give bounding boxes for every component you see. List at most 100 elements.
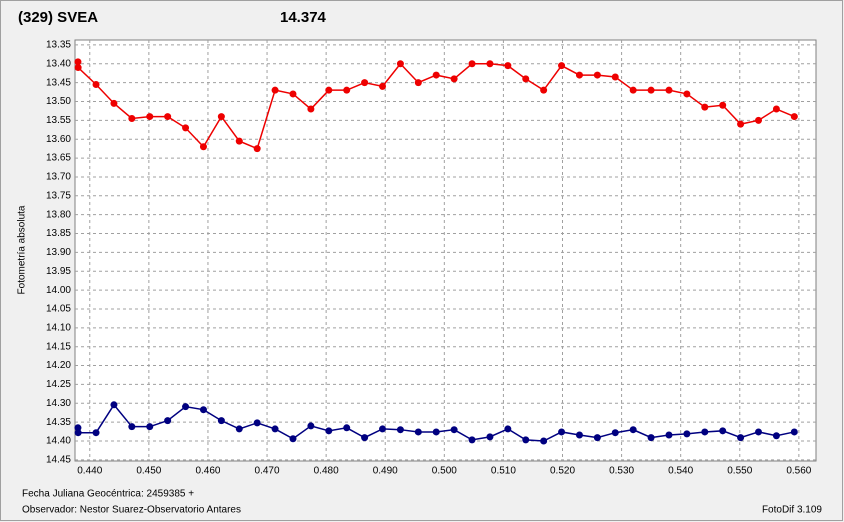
data-point bbox=[593, 434, 601, 442]
data-point bbox=[450, 75, 458, 83]
x-tick-label: 0.520 bbox=[550, 466, 575, 477]
software: FotoDif 3.109 bbox=[762, 505, 822, 516]
data-point bbox=[307, 422, 315, 430]
data-point bbox=[593, 71, 601, 79]
data-point bbox=[164, 417, 172, 425]
data-point bbox=[146, 423, 154, 431]
data-point bbox=[665, 86, 673, 94]
y-tick-label: 14.00 bbox=[46, 285, 71, 296]
y-tick-label: 13.90 bbox=[46, 247, 71, 258]
data-point bbox=[182, 403, 190, 411]
data-point bbox=[128, 423, 136, 431]
y-tick-label: 13.80 bbox=[46, 209, 71, 220]
data-point bbox=[379, 425, 387, 433]
x-tick-label: 0.450 bbox=[136, 466, 161, 477]
data-point bbox=[558, 428, 566, 436]
data-point bbox=[504, 62, 512, 70]
x-axis-label: Fecha Juliana Geocéntrica: 2459385 + bbox=[22, 489, 194, 500]
data-point bbox=[74, 64, 82, 72]
data-point bbox=[737, 434, 745, 442]
data-point bbox=[486, 433, 494, 441]
y-tick-label: 14.45 bbox=[46, 455, 71, 466]
x-tick-label: 0.540 bbox=[668, 466, 693, 477]
data-point bbox=[772, 105, 780, 113]
data-point bbox=[128, 114, 136, 122]
data-point bbox=[647, 86, 655, 94]
x-tick-label: 0.560 bbox=[786, 466, 811, 477]
data-point bbox=[271, 86, 279, 94]
y-tick-label: 13.60 bbox=[46, 134, 71, 145]
data-point bbox=[755, 428, 763, 436]
data-point bbox=[558, 62, 566, 70]
x-tick-label: 0.510 bbox=[491, 466, 516, 477]
x-tick-label: 0.500 bbox=[432, 466, 457, 477]
data-point bbox=[182, 124, 190, 132]
data-point bbox=[701, 428, 709, 436]
data-point bbox=[701, 103, 709, 111]
chart-title: (329) SVEA bbox=[18, 9, 98, 26]
data-point bbox=[611, 73, 619, 81]
data-point bbox=[755, 116, 763, 124]
x-tick-label: 0.490 bbox=[373, 466, 398, 477]
plot-area bbox=[74, 39, 817, 462]
data-point bbox=[522, 75, 530, 83]
data-point bbox=[343, 424, 351, 432]
y-tick-label: 14.20 bbox=[46, 360, 71, 371]
data-point bbox=[253, 419, 261, 427]
y-tick-label: 14.05 bbox=[46, 304, 71, 315]
data-point bbox=[414, 79, 422, 87]
y-tick-label: 14.35 bbox=[46, 417, 71, 428]
data-point bbox=[396, 426, 404, 434]
data-point bbox=[396, 60, 404, 68]
data-point bbox=[665, 431, 673, 439]
data-point bbox=[683, 430, 691, 438]
data-point bbox=[164, 113, 172, 121]
data-point bbox=[289, 90, 297, 98]
data-point bbox=[611, 429, 619, 437]
data-point bbox=[379, 82, 387, 90]
data-point bbox=[522, 436, 530, 444]
chart-subtitle: 14.374 bbox=[280, 9, 327, 26]
data-point bbox=[772, 432, 780, 440]
data-point bbox=[647, 434, 655, 442]
data-point bbox=[199, 406, 207, 414]
x-tick-label: 0.550 bbox=[727, 466, 752, 477]
data-point bbox=[217, 417, 225, 425]
data-point bbox=[719, 101, 727, 109]
data-point bbox=[432, 428, 440, 436]
data-point bbox=[289, 435, 297, 443]
x-tick-label: 0.480 bbox=[314, 466, 339, 477]
data-point bbox=[253, 145, 261, 153]
data-point bbox=[432, 71, 440, 79]
data-point bbox=[629, 86, 637, 94]
y-tick-label: 13.95 bbox=[46, 266, 71, 277]
data-point bbox=[110, 99, 118, 107]
y-tick-label: 13.55 bbox=[46, 115, 71, 126]
observer: Observador: Nestor Suarez-Observatorio A… bbox=[22, 505, 241, 516]
data-point bbox=[199, 143, 207, 151]
data-point bbox=[540, 86, 548, 94]
x-tick-label: 0.440 bbox=[77, 466, 102, 477]
data-point bbox=[504, 425, 512, 433]
data-point bbox=[468, 436, 476, 444]
data-point bbox=[74, 424, 82, 432]
data-point bbox=[217, 113, 225, 121]
data-point bbox=[486, 60, 494, 68]
data-point bbox=[361, 434, 369, 442]
data-point bbox=[92, 81, 100, 89]
y-tick-label: 13.75 bbox=[46, 190, 71, 201]
data-point bbox=[540, 437, 548, 445]
x-tick-label: 0.470 bbox=[255, 466, 280, 477]
y-tick-label: 13.35 bbox=[46, 40, 71, 51]
y-tick-label: 14.30 bbox=[46, 398, 71, 409]
data-point bbox=[629, 426, 637, 434]
y-tick-label: 13.85 bbox=[46, 228, 71, 239]
data-point bbox=[146, 113, 154, 121]
data-point bbox=[74, 58, 82, 66]
data-point bbox=[790, 428, 798, 436]
y-tick-label: 13.50 bbox=[46, 96, 71, 107]
data-point bbox=[74, 429, 82, 437]
data-point bbox=[325, 86, 333, 94]
